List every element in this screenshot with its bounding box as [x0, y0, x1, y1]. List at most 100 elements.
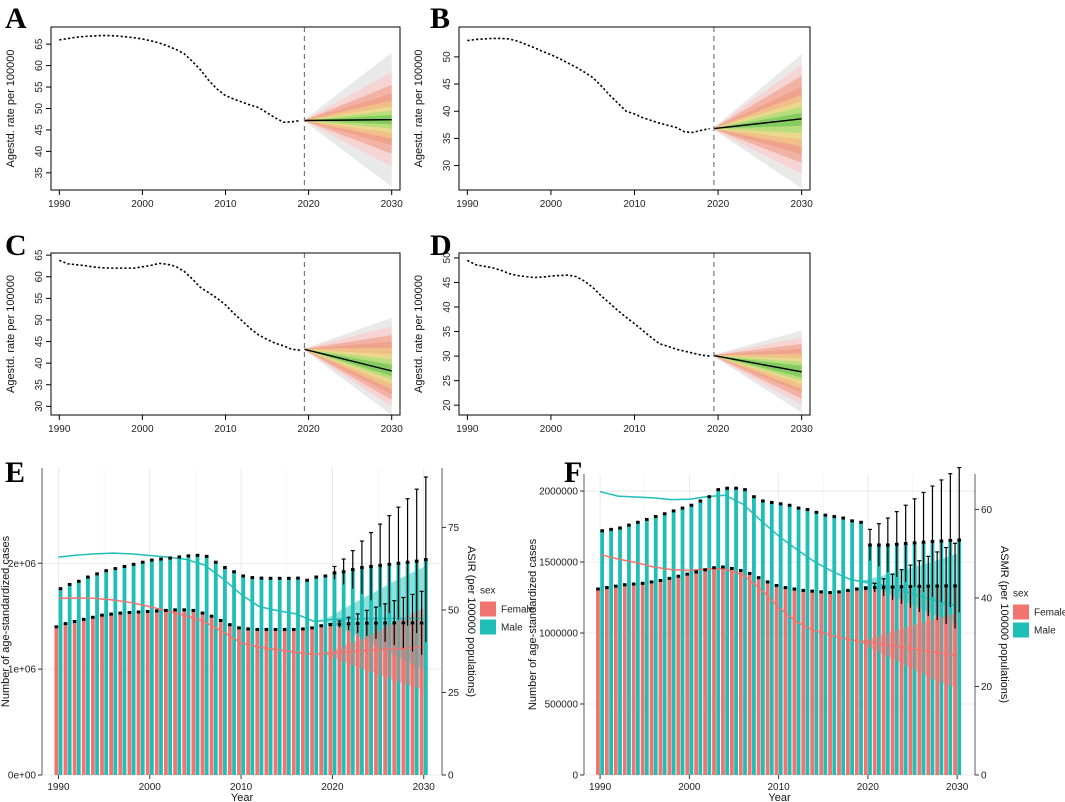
y-tick-label: 50: [34, 314, 45, 326]
bar-male: [195, 555, 200, 775]
panel-letter: B: [430, 2, 450, 35]
bar-female: [917, 586, 922, 775]
male-error-bar-cap: [743, 488, 747, 492]
bar-male: [957, 540, 962, 775]
bar-female: [72, 621, 77, 775]
x-tick-label: 1990: [456, 424, 479, 435]
bar-female: [613, 586, 618, 775]
bar-female: [703, 569, 707, 775]
female-error-bar-cap: [410, 621, 415, 625]
female-rate-interval: [323, 608, 424, 690]
female-error-bar-cap: [846, 588, 850, 592]
bar-female: [392, 622, 397, 775]
female-error-bar-cap: [145, 609, 150, 613]
female-error-bar-cap: [118, 611, 123, 615]
female-error-bar-cap: [72, 620, 77, 623]
male-error-bar-cap: [122, 564, 127, 568]
bar-male: [600, 530, 605, 775]
y-tick-label: 35: [442, 326, 453, 338]
male-error-bar-cap: [921, 540, 926, 544]
bar-female: [54, 626, 59, 775]
male-error-bar-cap: [894, 542, 899, 546]
male-error-bar-cap: [832, 515, 837, 519]
bar-female: [846, 590, 850, 775]
male-error-bar-cap: [734, 486, 738, 490]
bar-female: [255, 629, 260, 775]
history-line: [467, 37, 710, 134]
male-error-bar-cap: [86, 575, 90, 579]
male-error-bar-cap: [350, 568, 355, 572]
female-error-bar-cap: [319, 624, 323, 628]
male-error-bar-cap: [662, 512, 667, 516]
bar-male: [787, 505, 792, 775]
bar-female: [863, 588, 868, 775]
female-error-bar-cap: [676, 574, 681, 578]
y-tick-label: 40: [442, 105, 453, 117]
bar-female: [200, 613, 205, 775]
y2-tick-label: 20: [981, 682, 993, 693]
female-error-bar-cap: [738, 569, 743, 573]
y-tick-label: 65: [34, 38, 45, 50]
male-error-bar-cap: [287, 576, 291, 580]
female-error-bar-cap: [721, 565, 725, 569]
bar-male: [350, 569, 355, 775]
bar-male: [250, 577, 255, 775]
panel-letter: F: [564, 456, 582, 489]
bar-female: [685, 574, 690, 775]
male-rate-line: [599, 490, 958, 608]
female-error-bar-cap: [182, 608, 186, 612]
bar-female: [622, 584, 627, 775]
bar-male: [805, 509, 810, 775]
y-tick-label: 2e+06: [8, 559, 37, 570]
bar-male: [868, 544, 872, 775]
bar-male: [113, 568, 118, 775]
male-error-bar-cap: [95, 572, 99, 576]
y-axis-label: Agestd. rate per 100000: [413, 275, 425, 393]
bar-female: [801, 590, 806, 775]
male-error-bar-cap: [241, 574, 245, 578]
bar-male: [618, 527, 622, 775]
y-tick-label: 2000000: [539, 487, 578, 498]
female-error-bar-cap: [631, 582, 636, 586]
bar-male: [177, 556, 182, 775]
female-error-bar-cap: [756, 576, 761, 580]
bar-female: [747, 573, 752, 775]
x-tick-label: 2010: [214, 424, 237, 435]
bar-female: [631, 584, 636, 775]
bar-male: [360, 567, 364, 775]
history-line: [59, 34, 301, 124]
y-tick-label: 1500000: [539, 558, 578, 569]
female-error-bar-cap: [81, 617, 86, 621]
male-error-bar-cap: [886, 543, 890, 547]
y-axis-label: Number of age-standardized cases: [527, 538, 539, 710]
bar-male: [716, 489, 721, 775]
forecast-band: [713, 355, 802, 378]
bar-female: [310, 627, 314, 775]
female-error-bar-cap: [383, 621, 387, 625]
bar-female: [819, 591, 824, 775]
female-error-bar-cap: [136, 610, 141, 614]
bar-female: [237, 627, 241, 775]
bar-female: [328, 624, 333, 775]
male-error-bar-cap: [653, 515, 658, 519]
legend-swatch: [1013, 622, 1029, 638]
x-tick-label: 2000: [678, 782, 701, 793]
bar-male: [58, 588, 63, 775]
panel-b: 1990 2000 2010 2020 2030 30 35 40 45 50 Agestd. ra…: [413, 2, 813, 210]
female-rate-line: [58, 597, 424, 656]
bar-male: [149, 560, 154, 775]
bar-male: [423, 559, 428, 775]
male-error-bar-cap: [186, 554, 191, 558]
bar-female: [209, 616, 214, 775]
x-tick-label: 2030: [791, 199, 814, 210]
female-error-bar-cap: [374, 621, 378, 625]
male-error-bar-cap: [323, 574, 328, 578]
male-error-bar-cap: [912, 541, 917, 545]
male-error-bar-cap: [159, 557, 163, 561]
panel-letter: A: [5, 2, 27, 35]
x-tick-label: 2030: [791, 424, 814, 435]
y-tick-label: 45: [442, 276, 453, 288]
bar-male: [743, 489, 747, 775]
bar-female: [712, 567, 716, 775]
female-rate-line: [599, 553, 958, 657]
